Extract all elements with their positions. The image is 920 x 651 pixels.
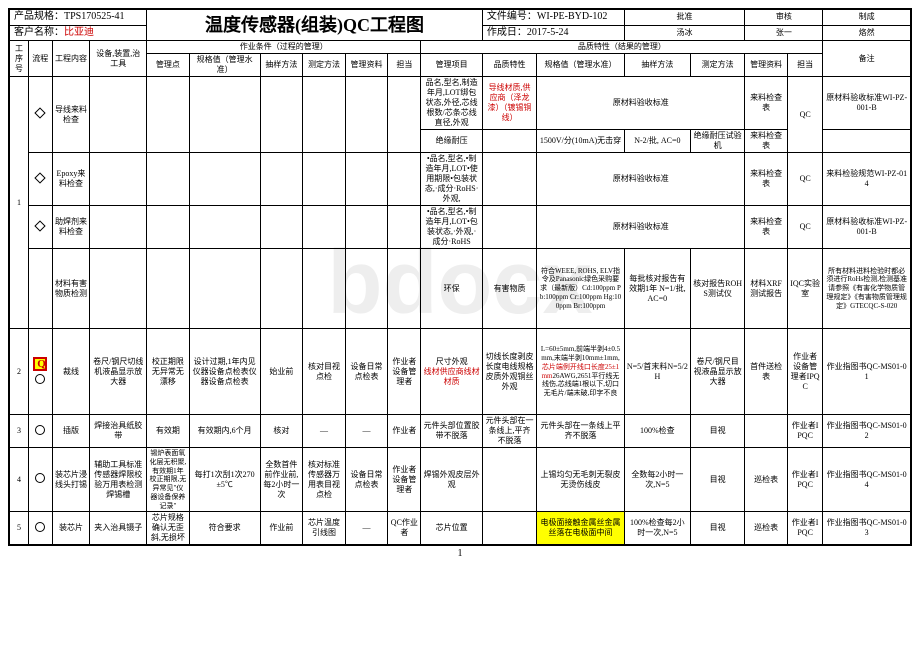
- col-std2: 规格值（管理水准）: [537, 54, 625, 77]
- col-std: 规格值（管理水准）: [189, 54, 260, 77]
- col-cond: 作业条件（过程的管理）: [147, 41, 421, 54]
- seq: 1: [10, 77, 29, 329]
- col-flow: 流程: [28, 41, 52, 77]
- flow-sym: [28, 329, 52, 415]
- table-row: 2 裁线 卷尺/钢尺切线机液晶显示放大器 校正期限无异常无漂移 设计过期,1年内…: [10, 329, 911, 415]
- table-row: 助焊剂来料检查 •品名,型名,•制造年月,LOT•包装状态,·外观,·成分·Ro…: [10, 206, 911, 249]
- table-row: 5 装芯片 夹入治具镊子 芯片规格确认无歪斜,无损坏 符合要求 作业前 芯片温度…: [10, 512, 911, 545]
- doc-title: 温度传感器(组装)QC工程图: [147, 10, 483, 41]
- table-row: 3 插版 焊接治具纸胶带 有效期 有效期内,6个月 核对 —— 作业者 元件头部…: [10, 415, 911, 448]
- page-number: 1: [8, 548, 912, 559]
- col-note: 备注: [823, 41, 911, 77]
- col-doc2: 管理资料: [745, 54, 788, 77]
- flow-sym: [28, 448, 52, 512]
- col-chg2: 担当: [787, 54, 822, 77]
- note: 原材料验收标准WI-PZ-001-B: [823, 77, 911, 130]
- col-equip: 设备,装置,治工具: [90, 41, 147, 77]
- make-name: 烙然: [823, 25, 911, 41]
- proc: 导线来料检查: [52, 77, 90, 153]
- col-seq: 工序号: [10, 41, 29, 77]
- date-cell: 作成日：2017-5-24: [482, 25, 624, 41]
- col-doc: 管理资料: [345, 54, 388, 77]
- check-name: 张一: [745, 25, 823, 41]
- customer-cell: 客户名称：比亚迪: [10, 25, 147, 41]
- check-h: 审核: [745, 10, 823, 26]
- col-proc: 工程内容: [52, 41, 90, 77]
- flow-sym: [28, 77, 52, 153]
- col-smp2: 抽样方法: [624, 54, 690, 77]
- chg2: QC: [787, 77, 822, 153]
- docno-cell: 文件编号：WI-PE-BYD-102: [482, 10, 624, 26]
- spec-cell: 产品规格：TPS170525-41: [10, 10, 147, 26]
- make-h: 制成: [823, 10, 911, 26]
- col-meas: 测定方法: [303, 54, 346, 77]
- table-row: 1 导线来料检查 品名,型名,制造年月,LOT绑包状态,外径,芯线根数/芯条芯线…: [10, 77, 911, 130]
- approve-name: 汤冰: [624, 25, 745, 41]
- col-mi: 管理项目: [421, 54, 482, 77]
- qch: 导线材质,供应商（泽龙漆）（镀锡铜线）: [482, 77, 536, 130]
- flow-sym: [28, 415, 52, 448]
- col-chg: 担当: [388, 54, 421, 77]
- table-row: 4 装芯片浸线头打锡 辅助工具标准传感器焊限校验万用表检测焊锡槽 锡炉表面氧化层…: [10, 448, 911, 512]
- flow-sym: [28, 512, 52, 545]
- approve-h: 批准: [624, 10, 745, 26]
- flow-sym: [28, 206, 52, 249]
- table-row: Epoxy来料检查 •品名,型名,•制造年月,LOT•使用期限•包装状态,·成分…: [10, 153, 911, 206]
- highlighted-spec: 电极面接触金属丝金属丝落在电极面中间: [537, 512, 625, 545]
- doc2: 来料检查表: [745, 77, 788, 130]
- mi: 品名,型名,制造年月,LOT绑包状态,外径,芯线根数/芯条芯线直径,外观: [421, 77, 482, 130]
- col-qch: 品质特性: [482, 54, 536, 77]
- col-mp: 管理点: [147, 54, 190, 77]
- flow-sym: [28, 153, 52, 206]
- table-row: 材料有害物质检测 环保 有害物质 符合WEEE, ROHS, ELV指令及Pan…: [10, 249, 911, 329]
- col-meas2: 测定方法: [690, 54, 744, 77]
- q-mark-icon: [33, 357, 47, 371]
- col-smp: 抽样方法: [260, 54, 303, 77]
- std2: 原材料验收标准: [537, 77, 745, 130]
- col-qc: 品质特性（结果的管理）: [421, 41, 823, 54]
